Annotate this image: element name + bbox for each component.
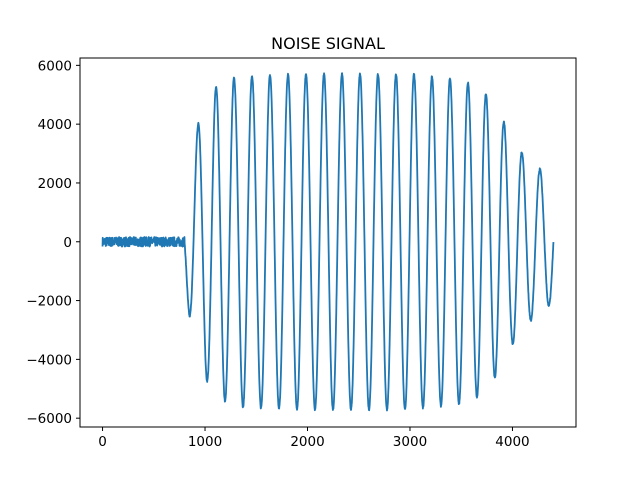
y-tick-label: 4000 bbox=[38, 117, 72, 133]
x-axis: 0 1000 2000 3000 4000 bbox=[98, 427, 530, 450]
y-tick-label: 6000 bbox=[38, 58, 72, 74]
x-tick-label: 0 bbox=[98, 434, 107, 450]
axes-frame bbox=[79, 57, 577, 428]
chart-title: NOISE SIGNAL bbox=[271, 34, 385, 53]
plot-area bbox=[79, 57, 577, 428]
x-tick-label: 3000 bbox=[393, 434, 427, 450]
x-tick-label: 4000 bbox=[495, 434, 529, 450]
x-tick-label: 1000 bbox=[188, 434, 222, 450]
y-tick-label: −2000 bbox=[26, 294, 72, 310]
signal-line bbox=[101, 72, 555, 412]
x-tick-label: 2000 bbox=[290, 434, 324, 450]
y-axis: −6000 −4000 −2000 0 2000 4000 6000 bbox=[26, 58, 80, 427]
y-tick-label: 2000 bbox=[38, 176, 72, 192]
y-tick-label: −6000 bbox=[26, 411, 72, 427]
y-tick-label: 0 bbox=[63, 235, 72, 251]
y-tick-label: −4000 bbox=[26, 352, 72, 368]
